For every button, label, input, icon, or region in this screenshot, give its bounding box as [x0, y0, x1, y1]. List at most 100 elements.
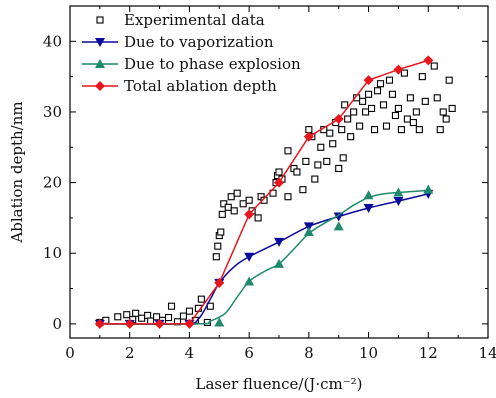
data-point [244, 276, 255, 286]
series-line [99, 189, 429, 325]
data-point [382, 122, 391, 130]
data-point [94, 318, 105, 329]
data-point [409, 119, 417, 127]
data-point [363, 204, 374, 214]
data-point [341, 101, 349, 109]
data-point [124, 318, 135, 329]
x-axis-title: Laser fluence/(J·cm⁻²) [196, 375, 363, 393]
data-point [167, 302, 176, 310]
data-point [153, 313, 161, 321]
data-point [144, 311, 152, 319]
data-point [329, 140, 337, 148]
y-tick-label: 20 [43, 174, 62, 192]
series-0 [96, 62, 456, 327]
series-line [99, 193, 429, 325]
legend-marker [95, 38, 105, 47]
x-tick-label: 4 [185, 344, 195, 362]
data-point [284, 147, 292, 155]
y-tick-label: 40 [43, 32, 62, 50]
data-point [442, 115, 450, 123]
legend-label: Due to phase explosion [124, 55, 301, 73]
data-point [274, 258, 284, 268]
data-point [244, 252, 255, 262]
data-point [421, 97, 429, 105]
data-point [393, 187, 404, 197]
data-point [224, 203, 232, 211]
data-point [302, 157, 310, 165]
data-point [214, 277, 225, 288]
data-point [214, 242, 222, 250]
series-3 [94, 55, 434, 329]
data-point [397, 126, 405, 134]
data-point [203, 318, 211, 327]
legend-item: Total ablation depth [82, 77, 277, 95]
x-tick-label: 10 [359, 344, 378, 362]
data-point [436, 126, 444, 134]
legend: Experimental data Due to vaporization Due … [82, 11, 301, 95]
axis-layer: 0 2 4 6 8 10 12 14 0 10 20 30 40 [43, 6, 496, 362]
data-point [394, 104, 402, 112]
x-tick-label: 6 [244, 344, 254, 362]
legend-label: Due to vaporization [124, 33, 274, 51]
data-point [412, 108, 420, 116]
data-point [275, 168, 283, 176]
data-point [415, 126, 423, 134]
data-point [114, 313, 122, 321]
data-point [311, 175, 319, 183]
data-point [406, 94, 414, 102]
x-tick-label: 14 [478, 344, 496, 362]
data-point [335, 164, 343, 173]
legend-marker [95, 81, 105, 91]
data-point [379, 101, 388, 109]
data-point [254, 214, 262, 222]
data-point [284, 193, 292, 201]
data-point [423, 55, 434, 66]
data-point [303, 227, 314, 237]
data-point [439, 108, 447, 116]
data-point [303, 222, 314, 232]
data-point [299, 186, 307, 194]
data-point [393, 64, 404, 75]
data-point [314, 161, 322, 169]
data-point [373, 87, 382, 95]
data-point [418, 73, 426, 81]
data-point [368, 104, 376, 112]
legend-item: Due to vaporization [82, 33, 274, 51]
legend-item: Due to phase explosion [82, 55, 301, 73]
data-point [430, 62, 438, 70]
data-point [391, 111, 399, 120]
data-point [445, 76, 453, 84]
data-point [393, 196, 404, 206]
legend-label: Total ablation depth [124, 77, 277, 95]
data-point [388, 90, 397, 98]
data-point [344, 115, 352, 123]
data-point [154, 318, 165, 329]
data-point [212, 253, 220, 261]
legend-label: Experimental data [124, 11, 265, 29]
series-line [99, 59, 429, 325]
data-point [376, 80, 385, 88]
data-point [244, 209, 255, 220]
plot-layer [94, 55, 456, 329]
data-point [339, 154, 347, 162]
x-tick-label: 2 [125, 344, 135, 362]
data-point [363, 190, 374, 200]
data-point [274, 177, 284, 188]
data-point [433, 94, 441, 102]
data-point [350, 108, 358, 116]
data-point [363, 75, 374, 86]
legend-marker [95, 59, 105, 68]
y-tick-label: 10 [43, 244, 62, 262]
x-tick-label: 8 [304, 344, 314, 362]
data-point [260, 196, 268, 204]
data-point [164, 313, 173, 322]
series-1 [94, 189, 434, 329]
x-tick-label: 12 [419, 344, 438, 362]
series-2 [99, 184, 434, 327]
data-point [370, 126, 379, 134]
x-tick-label: 0 [65, 344, 75, 362]
data-point [362, 108, 370, 116]
data-point [333, 221, 344, 231]
data-point [123, 311, 131, 319]
data-point [293, 168, 301, 176]
